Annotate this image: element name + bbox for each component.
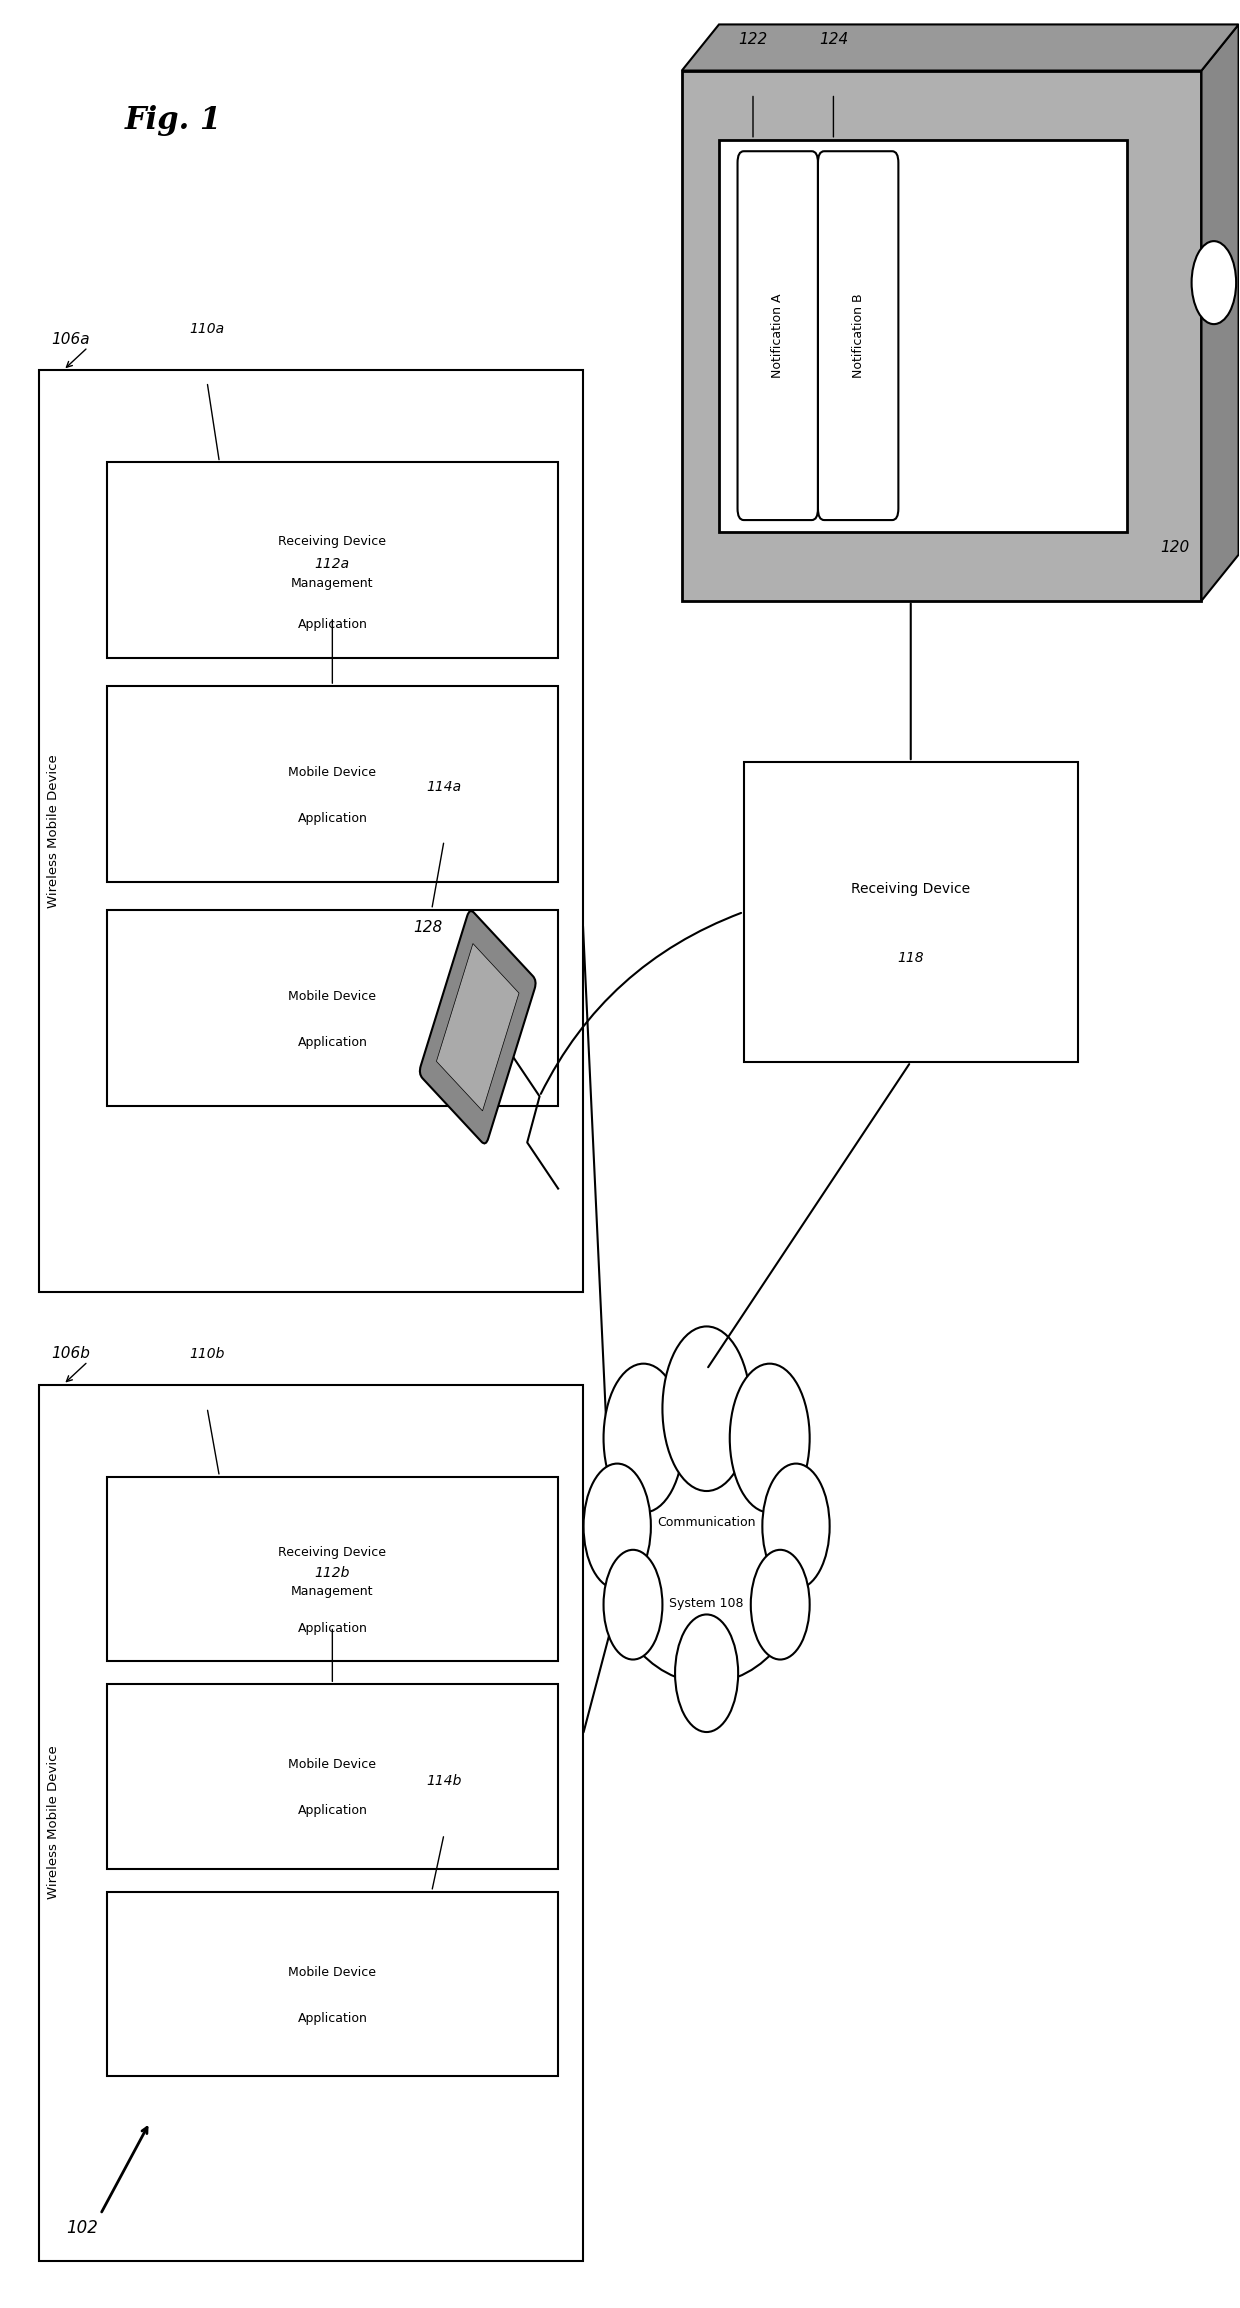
FancyBboxPatch shape [436,944,520,1110]
Text: Mobile Device: Mobile Device [289,766,377,780]
Text: Wireless Mobile Device: Wireless Mobile Device [47,755,60,907]
Text: 128: 128 [414,921,443,935]
Text: 122: 122 [738,32,768,48]
Circle shape [604,1549,662,1659]
Text: Receiving Device: Receiving Device [278,1546,387,1560]
Circle shape [730,1364,810,1512]
Circle shape [763,1463,830,1588]
Polygon shape [1202,25,1239,600]
Text: 106b: 106b [51,1346,89,1362]
FancyBboxPatch shape [107,1685,558,1869]
Text: 110a: 110a [190,321,224,335]
Text: Mobile Device: Mobile Device [289,1966,377,1978]
FancyBboxPatch shape [107,1477,558,1662]
Text: Application: Application [298,2013,367,2024]
Text: 114a: 114a [427,780,461,794]
Text: Application: Application [298,1805,367,1816]
Text: 114b: 114b [427,1775,461,1789]
Text: Notification B: Notification B [852,293,864,379]
Text: 124: 124 [818,32,848,48]
FancyBboxPatch shape [738,152,818,519]
Circle shape [662,1327,750,1491]
FancyBboxPatch shape [744,762,1078,1062]
Text: 106a: 106a [51,332,89,346]
Text: 110b: 110b [190,1348,224,1362]
FancyBboxPatch shape [818,152,898,519]
Text: Wireless Mobile Device: Wireless Mobile Device [47,1745,60,1899]
FancyBboxPatch shape [107,685,558,882]
FancyBboxPatch shape [719,141,1127,531]
Circle shape [750,1549,810,1659]
Text: Mobile Device: Mobile Device [289,1759,377,1770]
Circle shape [584,1463,651,1588]
Text: 102: 102 [66,2218,98,2236]
FancyBboxPatch shape [682,72,1202,600]
FancyBboxPatch shape [38,1385,583,2260]
FancyBboxPatch shape [38,369,583,1292]
Circle shape [1192,240,1236,323]
FancyBboxPatch shape [107,1893,558,2077]
Text: 112a: 112a [315,556,350,570]
Circle shape [604,1364,683,1512]
Text: Receiving Device: Receiving Device [851,882,971,896]
Ellipse shape [601,1408,812,1683]
Text: Application: Application [298,1623,367,1636]
Text: Fig. 1: Fig. 1 [125,106,222,136]
FancyBboxPatch shape [420,912,536,1142]
Text: Mobile Device: Mobile Device [289,990,377,1002]
Text: Management: Management [291,577,373,591]
Text: Application: Application [298,812,367,824]
FancyBboxPatch shape [107,462,558,658]
Text: 112b: 112b [315,1567,350,1581]
Text: Application: Application [298,1036,367,1048]
Text: Notification A: Notification A [771,293,784,379]
Text: 120: 120 [1159,540,1189,554]
Text: Management: Management [291,1586,373,1599]
FancyBboxPatch shape [107,909,558,1106]
Text: System 108: System 108 [670,1597,744,1611]
Circle shape [675,1616,738,1731]
Text: Communication: Communication [657,1516,756,1530]
Polygon shape [682,25,1239,72]
Text: Application: Application [298,619,367,632]
Text: Receiving Device: Receiving Device [278,535,387,549]
Text: 118: 118 [898,951,924,965]
